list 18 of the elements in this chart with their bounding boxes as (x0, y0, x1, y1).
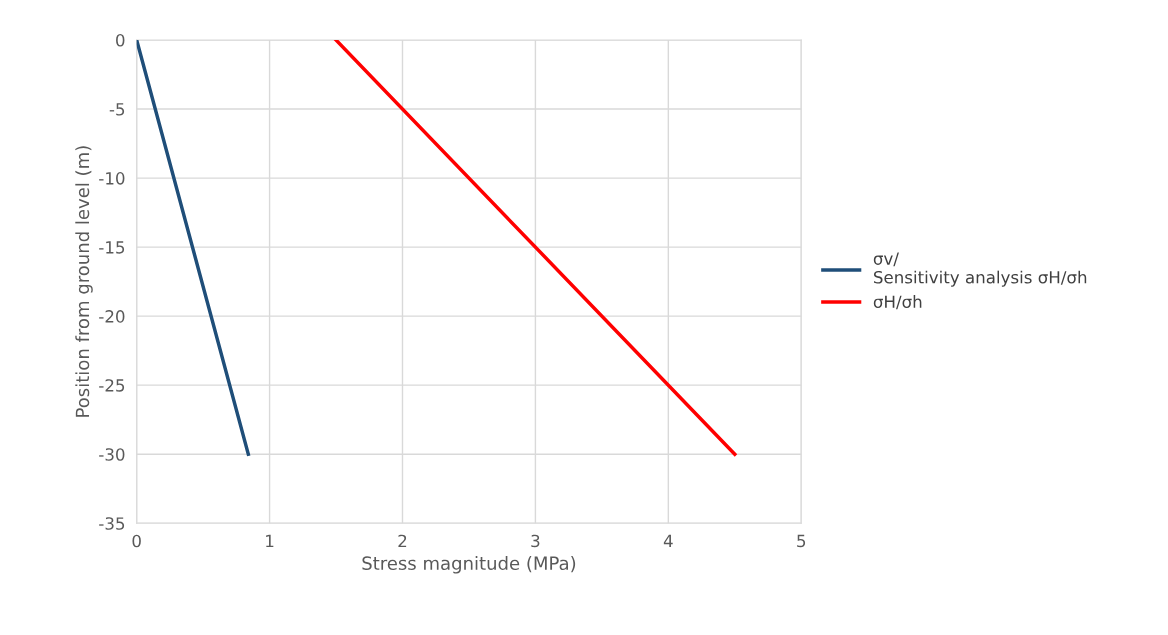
x-axis-title: Stress magnitude (MPa) (362, 556, 576, 574)
legend-label: σv/ Sensitivity analysis σH/σh (873, 252, 1087, 287)
y-axis-title: Position from ground level (m) (75, 146, 93, 417)
y-tick-label: -20 (99, 310, 125, 323)
y-tick-label: -25 (99, 379, 125, 392)
y-tick-label: -30 (99, 448, 125, 461)
y-tick-label: -5 (109, 103, 125, 116)
y-tick-label: -35 (99, 517, 125, 530)
x-tick-label: 2 (398, 534, 407, 548)
y-tick-label: 0 (116, 33, 125, 47)
x-tick-label: 4 (663, 534, 673, 548)
x-tick-label: 5 (797, 534, 806, 548)
y-tick-label: -10 (99, 172, 125, 185)
legend-label: σH/σh (873, 295, 922, 310)
y-tick-label: -15 (99, 241, 125, 254)
x-tick-label: 1 (266, 534, 274, 548)
x-tick-label: 3 (531, 534, 540, 548)
x-tick-label: 0 (132, 534, 141, 548)
